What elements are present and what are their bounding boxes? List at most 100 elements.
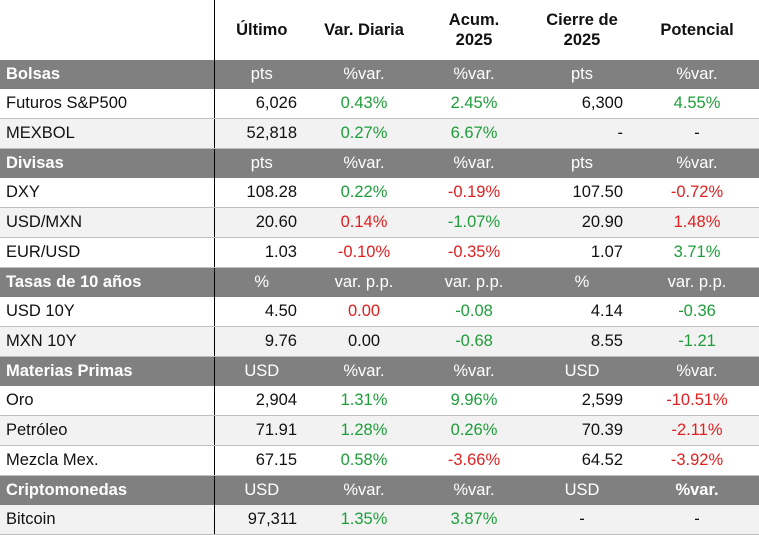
row-name: EUR/USD xyxy=(0,237,215,268)
row-ultimo: 2,904 xyxy=(214,386,309,416)
row-potencial: -1.21 xyxy=(635,326,759,357)
table-row: Bitcoin 97,311 1.35% 3.87% - - xyxy=(0,505,759,535)
row-name: Bitcoin xyxy=(0,505,215,535)
row-cierre: 70.39 xyxy=(529,415,635,446)
row-cierre: 107.50 xyxy=(529,178,635,208)
row-potencial: -0.72% xyxy=(635,178,759,208)
row-potencial: 1.48% xyxy=(635,207,759,238)
row-acum: -0.19% xyxy=(419,178,529,208)
row-potencial: - xyxy=(635,118,759,149)
header-potencial: Potencial xyxy=(660,21,734,39)
table-row: DXY 108.28 0.22% -0.19% 107.50 -0.72% xyxy=(0,178,759,208)
row-ultimo: 52,818 xyxy=(214,118,309,149)
row-var: 0.00 xyxy=(309,326,419,357)
unit-cierre: pts xyxy=(529,60,635,89)
row-name: Oro xyxy=(0,386,215,416)
unit-cierre: USD xyxy=(529,356,635,386)
row-name: DXY xyxy=(0,178,215,208)
unit-potencial: %var. xyxy=(635,356,759,386)
unit-ultimo: % xyxy=(214,267,309,297)
table-row: Petróleo 71.91 1.28% 0.26% 70.39 -2.11% xyxy=(0,415,759,446)
row-name: USD/MXN xyxy=(0,207,215,238)
unit-acum: %var. xyxy=(419,356,529,386)
header-cierre-line2: 2025 xyxy=(563,31,601,49)
row-name: USD 10Y xyxy=(0,297,215,327)
row-acum: -0.08 xyxy=(419,297,529,327)
unit-var: %var. xyxy=(309,356,419,386)
header-cierre: Cierre de 2025 xyxy=(529,0,635,60)
table-row: USD 10Y 4.50 0.00 -0.08 4.14 -0.36 xyxy=(0,297,759,327)
unit-var: var. p.p. xyxy=(309,267,419,297)
table-row: MEXBOL 52,818 0.27% 6.67% - - xyxy=(0,118,759,149)
header-acum: Acum. 2025 xyxy=(419,0,529,60)
unit-cierre: USD xyxy=(529,475,635,505)
row-cierre: 2,599 xyxy=(529,386,635,416)
header-acum-line2: 2025 xyxy=(455,31,493,49)
unit-ultimo: pts xyxy=(214,60,309,89)
row-ultimo: 71.91 xyxy=(214,415,309,446)
section-materias-primas: Materias Primas USD %var. %var. USD %var… xyxy=(0,356,759,386)
unit-ultimo: pts xyxy=(214,148,309,178)
table-row: EUR/USD 1.03 -0.10% -0.35% 1.07 3.71% xyxy=(0,237,759,268)
row-ultimo: 6,026 xyxy=(214,89,309,119)
row-cierre: 6,300 xyxy=(529,89,635,119)
unit-acum: %var. xyxy=(419,148,529,178)
row-acum: 3.87% xyxy=(419,505,529,535)
row-var: 1.35% xyxy=(309,505,419,535)
section-title: Divisas xyxy=(0,148,215,178)
unit-cierre: pts xyxy=(529,148,635,178)
section-divisas: Divisas pts %var. %var. pts %var. xyxy=(0,148,759,178)
header-ultimo: Último xyxy=(236,21,288,39)
table-row: MXN 10Y 9.76 0.00 -0.68 8.55 -1.21 xyxy=(0,326,759,357)
row-var: 0.58% xyxy=(309,445,419,476)
row-name: MEXBOL xyxy=(0,118,215,149)
row-acum: 6.67% xyxy=(419,118,529,149)
table-row: Mezcla Mex. 67.15 0.58% -3.66% 64.52 -3.… xyxy=(0,445,759,476)
unit-var: %var. xyxy=(309,475,419,505)
row-potencial: -10.51% xyxy=(635,386,759,416)
header-var-diaria: Var. Diaria xyxy=(324,21,404,39)
unit-ultimo: USD xyxy=(214,475,309,505)
row-ultimo: 9.76 xyxy=(214,326,309,357)
row-var: 0.43% xyxy=(309,89,419,119)
table-row: Oro 2,904 1.31% 9.96% 2,599 -10.51% xyxy=(0,386,759,416)
section-tasas: Tasas de 10 años % var. p.p. var. p.p. %… xyxy=(0,267,759,297)
row-var: 0.14% xyxy=(309,207,419,238)
row-ultimo: 108.28 xyxy=(214,178,309,208)
section-title: Materias Primas xyxy=(0,356,215,386)
row-cierre: - xyxy=(529,118,635,149)
row-acum: 2.45% xyxy=(419,89,529,119)
unit-acum: var. p.p. xyxy=(419,267,529,297)
row-cierre: 1.07 xyxy=(529,237,635,268)
row-name: Mezcla Mex. xyxy=(0,445,215,476)
unit-potencial: var. p.p. xyxy=(635,267,759,297)
row-potencial: - xyxy=(635,505,759,535)
header-cierre-line1: Cierre de xyxy=(546,11,618,29)
row-cierre: 20.90 xyxy=(529,207,635,238)
section-bolsas: Bolsas pts %var. %var. pts %var. xyxy=(0,60,759,89)
table-row: Futuros S&P500 6,026 0.43% 2.45% 6,300 4… xyxy=(0,89,759,119)
row-potencial: -3.92% xyxy=(635,445,759,476)
row-cierre: 8.55 xyxy=(529,326,635,357)
unit-ultimo: USD xyxy=(214,356,309,386)
row-name: Futuros S&P500 xyxy=(0,89,215,119)
row-ultimo: 4.50 xyxy=(214,297,309,327)
unit-potencial: %var. xyxy=(635,60,759,89)
row-ultimo: 97,311 xyxy=(214,505,309,535)
row-var: 0.00 xyxy=(309,297,419,327)
row-var: 0.22% xyxy=(309,178,419,208)
header-row: Último Var. Diaria Acum. 2025 Cierre de 20… xyxy=(0,0,759,60)
unit-potencial: %var. xyxy=(635,475,759,505)
row-acum: -0.68 xyxy=(419,326,529,357)
section-title: Bolsas xyxy=(0,60,215,89)
unit-var: %var. xyxy=(309,148,419,178)
row-cierre: 64.52 xyxy=(529,445,635,476)
row-ultimo: 67.15 xyxy=(214,445,309,476)
row-acum: -0.35% xyxy=(419,237,529,268)
unit-var: %var. xyxy=(309,60,419,89)
row-potencial: 4.55% xyxy=(635,89,759,119)
row-acum: -3.66% xyxy=(419,445,529,476)
row-potencial: -0.36 xyxy=(635,297,759,327)
row-cierre: 4.14 xyxy=(529,297,635,327)
